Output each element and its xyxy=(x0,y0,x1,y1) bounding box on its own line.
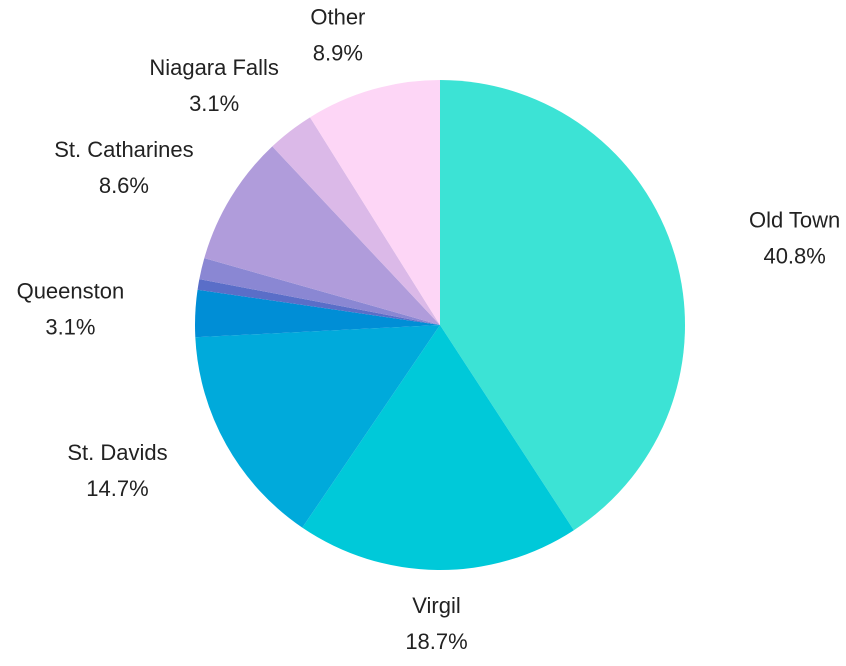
slice-label: Queenston xyxy=(17,279,125,304)
slice-label: St. Catharines xyxy=(54,137,193,162)
pie-slice xyxy=(440,80,686,531)
pie-slice xyxy=(302,325,574,570)
slice-value-label: 3.1% xyxy=(189,91,239,116)
slice-value-label: 18.7% xyxy=(405,629,467,654)
pie-slice xyxy=(195,325,440,528)
slice-label: Old Town xyxy=(749,207,840,232)
slice-label: St. Davids xyxy=(67,440,167,465)
pie-slice xyxy=(310,80,440,325)
pie-slice xyxy=(195,289,440,338)
slice-label: Niagara Falls xyxy=(149,55,279,80)
slice-label: Other xyxy=(310,4,365,29)
slice-value-label: 14.7% xyxy=(86,476,148,501)
slice-value-label: 8.9% xyxy=(313,40,363,65)
slice-label: Virgil xyxy=(412,593,461,618)
pie-slice xyxy=(204,146,440,325)
slice-value-label: 8.6% xyxy=(99,173,149,198)
slice-value-label: 3.1% xyxy=(45,315,95,340)
slice-value-label: 40.8% xyxy=(763,243,825,268)
pie-slice xyxy=(197,279,440,325)
pie-slice xyxy=(272,117,440,325)
pie-slice xyxy=(199,258,440,325)
